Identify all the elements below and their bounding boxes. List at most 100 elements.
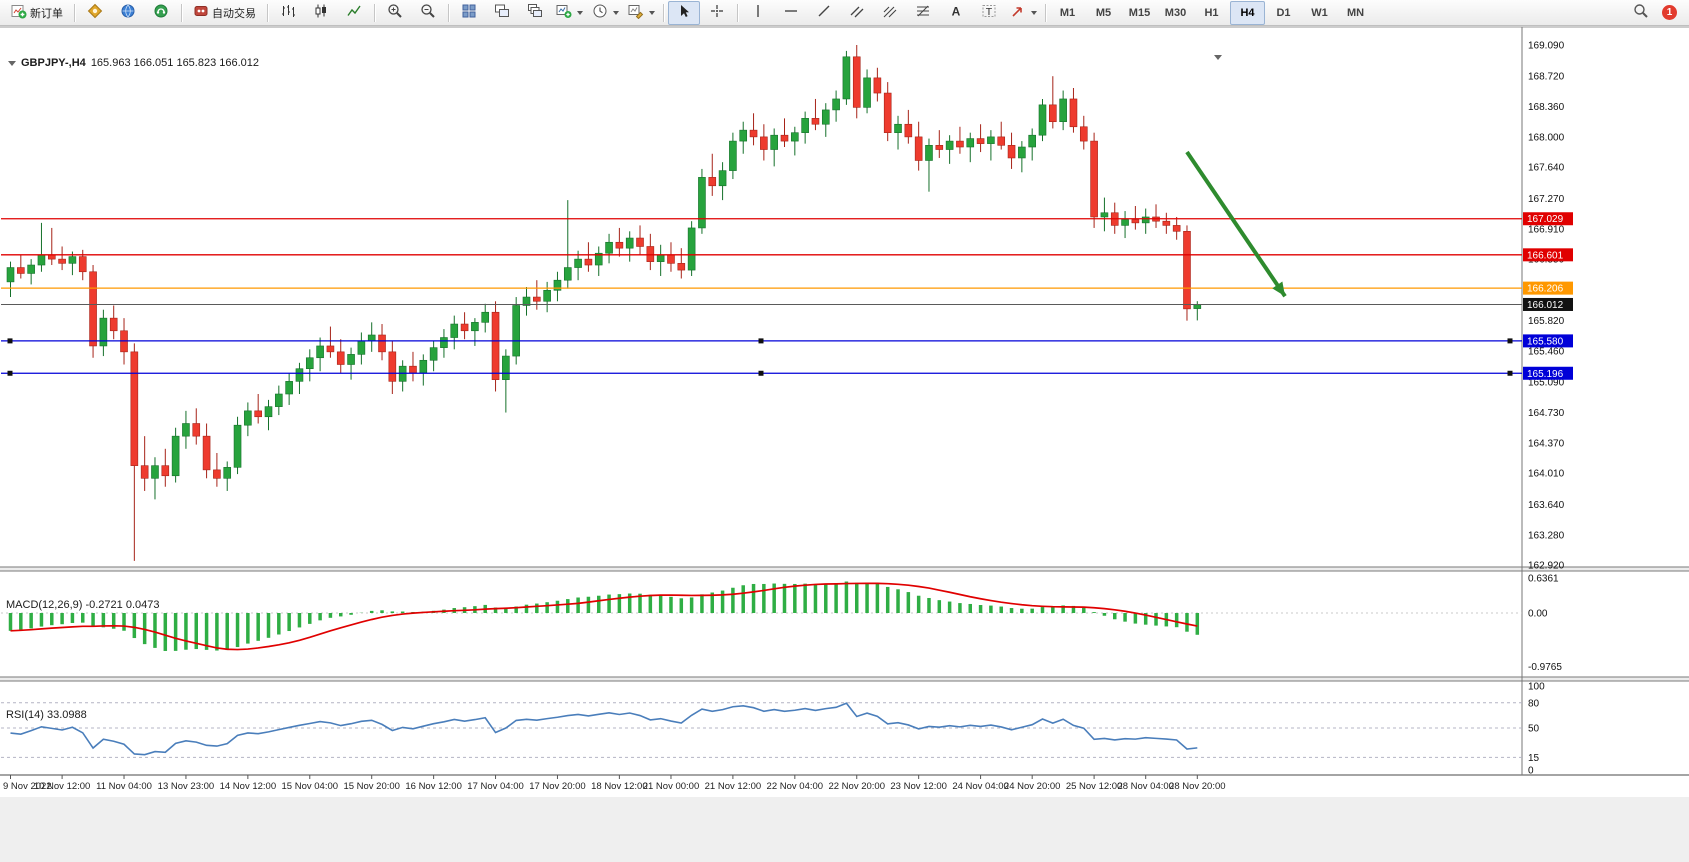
svg-text:A: A	[952, 5, 961, 19]
svg-text:15 Nov 20:00: 15 Nov 20:00	[343, 781, 400, 792]
new-order-button[interactable]: 新订单	[4, 1, 70, 25]
crosshair-button[interactable]	[701, 1, 733, 25]
zoom-out-button[interactable]	[412, 1, 444, 25]
svg-text:28 Nov 04:00: 28 Nov 04:00	[1117, 781, 1174, 792]
macd-indicator-label: MACD(12,26,9) -0.2721 0.0473	[6, 599, 160, 611]
line-handle[interactable]	[7, 338, 13, 344]
vertical-line-button[interactable]	[742, 1, 774, 25]
cursor-button[interactable]	[668, 0, 700, 25]
clock-icon	[592, 3, 608, 22]
zoom-out-icon	[420, 3, 436, 22]
price-tag	[1523, 281, 1573, 295]
trendline-icon	[816, 3, 832, 22]
chart-window[interactable]: 169.090 168.720 168.360 168.000 167.640 167.2…	[0, 26, 1689, 862]
trendline-button[interactable]	[808, 1, 840, 25]
zoom-in-button[interactable]	[379, 1, 411, 25]
svg-text:14 Nov 12:00: 14 Nov 12:00	[220, 781, 277, 792]
svg-text:18 Nov 12:00: 18 Nov 12:00	[591, 781, 648, 792]
svg-text:165.820: 165.820	[1528, 316, 1565, 327]
svg-text:165.460: 165.460	[1528, 347, 1565, 358]
price-tag	[1523, 248, 1573, 262]
timeframe-button-M1[interactable]: M1	[1059, 6, 1076, 19]
support-button[interactable]	[145, 1, 177, 25]
timeframe-button-M5[interactable]: M5	[1095, 6, 1112, 19]
community-button[interactable]	[112, 1, 144, 25]
metaeditor-button[interactable]	[79, 1, 111, 25]
line-chart-icon	[346, 3, 362, 22]
label-button[interactable]: T	[973, 1, 1005, 25]
timeframe-button-MN[interactable]: MN	[1346, 6, 1365, 19]
channel-button[interactable]	[841, 1, 873, 25]
timeframe-button-H1[interactable]: H1	[1204, 6, 1219, 19]
svg-text:163.280: 163.280	[1528, 530, 1565, 541]
templates-button[interactable]	[624, 1, 659, 25]
svg-text:166.601: 166.601	[1527, 250, 1564, 261]
svg-text:165.196: 165.196	[1527, 369, 1564, 380]
auto-trading-button[interactable]: 自动交易	[186, 1, 263, 25]
timeframe-button-W1[interactable]: W1	[1311, 6, 1328, 19]
line-handle[interactable]	[7, 370, 13, 376]
candlestick-chart-button[interactable]	[305, 1, 337, 25]
arrange-windows-button[interactable]	[486, 1, 518, 25]
tile-windows-button[interactable]	[453, 1, 485, 25]
text-icon: A	[948, 3, 964, 22]
bar-chart-button[interactable]	[272, 1, 304, 25]
svg-text:163.640: 163.640	[1528, 500, 1565, 511]
price-tag	[1523, 297, 1573, 311]
rsi-indicator-label: RSI(14) 33.0988	[6, 709, 87, 721]
chevron-down-icon	[649, 10, 655, 15]
line-chart-button[interactable]	[338, 1, 370, 25]
svg-text:16 Nov 12:00: 16 Nov 12:00	[405, 781, 462, 792]
notification-badge[interactable]: 1	[1662, 5, 1677, 20]
chevron-down-icon	[1031, 10, 1037, 15]
arrows-button[interactable]	[1006, 1, 1041, 25]
new-order-label: 新订单	[30, 7, 63, 20]
svg-text:15 Nov 04:00: 15 Nov 04:00	[282, 781, 339, 792]
svg-text:15: 15	[1528, 753, 1540, 764]
profiles-button[interactable]	[588, 1, 623, 25]
dropdown-triangle-icon[interactable]	[1214, 55, 1222, 60]
timeframe-button-D1[interactable]: D1	[1276, 6, 1291, 19]
text-button[interactable]: A	[940, 1, 972, 25]
channel-icon	[849, 3, 865, 22]
trend-arrow[interactable]	[1185, 150, 1287, 298]
arrow-tool-icon	[1010, 3, 1026, 22]
timeframe-button-M30[interactable]: M30	[1164, 6, 1187, 19]
svg-text:22 Nov 20:00: 22 Nov 20:00	[828, 781, 885, 792]
auto-trading-icon	[193, 3, 209, 22]
line-handle[interactable]	[758, 338, 764, 344]
price-tag	[1523, 334, 1573, 348]
timeframe-button-M15[interactable]: M15	[1128, 6, 1151, 19]
time-axis[interactable]	[10, 775, 1198, 779]
notification-count: 1	[1666, 7, 1673, 18]
symbol-timeframe-label: GBPJPY-,H4	[21, 57, 86, 69]
horizontal-line-button[interactable]	[775, 1, 807, 25]
svg-text:167.640: 167.640	[1528, 163, 1565, 174]
line-handle[interactable]	[1507, 370, 1513, 376]
svg-text:22 Nov 04:00: 22 Nov 04:00	[767, 781, 824, 792]
cascade-windows-icon	[527, 3, 543, 22]
svg-text:168.360: 168.360	[1528, 102, 1565, 113]
trend-arrow-head	[1272, 281, 1286, 297]
svg-text:166.910: 166.910	[1528, 224, 1565, 235]
svg-text:0.6361: 0.6361	[1528, 574, 1559, 585]
cascade-windows-button[interactable]	[519, 1, 551, 25]
new-chart-button[interactable]	[552, 1, 587, 25]
svg-text:9 Nov 2022: 9 Nov 2022	[3, 781, 52, 792]
svg-text:100: 100	[1528, 682, 1545, 693]
toolbar-separator	[181, 3, 182, 22]
svg-text:17 Nov 20:00: 17 Nov 20:00	[529, 781, 586, 792]
globe-icon	[120, 3, 136, 22]
price-chart[interactable]: 169.090 168.720 168.360 168.000 167.640 167.2…	[0, 26, 1689, 862]
fibonacci-button[interactable]	[907, 1, 939, 25]
candlestick-icon	[313, 3, 329, 22]
svg-text:25 Nov 12:00: 25 Nov 12:00	[1066, 781, 1123, 792]
chart-title: GBPJPY-,H4 165.963 166.051 165.823 166.0…	[8, 57, 259, 69]
toolbar-separator	[74, 3, 75, 22]
pitchfork-button[interactable]	[874, 1, 906, 25]
line-handle[interactable]	[758, 370, 764, 376]
line-handle[interactable]	[1507, 338, 1513, 344]
search-button[interactable]	[1625, 1, 1657, 25]
timeframe-button-H4[interactable]: H4	[1230, 0, 1265, 25]
chevron-down-icon	[577, 10, 583, 15]
